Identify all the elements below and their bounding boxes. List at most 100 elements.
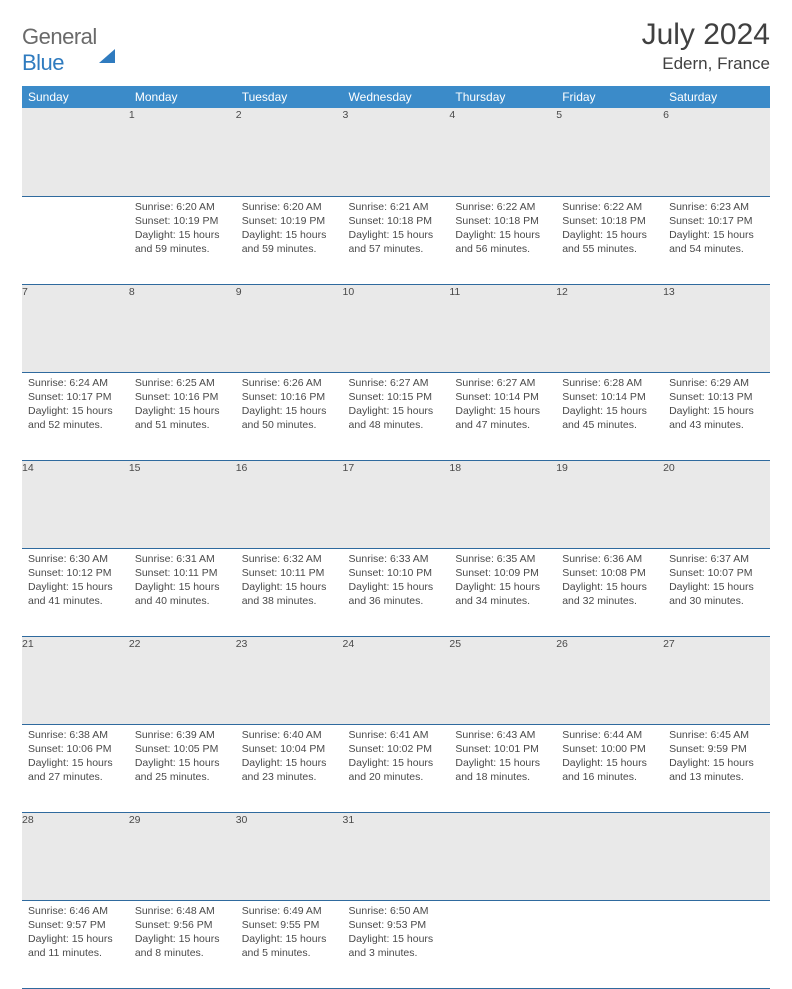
day-cell-body: Sunrise: 6:22 AMSunset: 10:18 PMDaylight…: [556, 197, 663, 263]
week-row: Sunrise: 6:30 AMSunset: 10:12 PMDaylight…: [22, 548, 770, 636]
day-cell-body: Sunrise: 6:20 AMSunset: 10:19 PMDaylight…: [129, 197, 236, 263]
daylight-line: Daylight: 15 hours and 25 minutes.: [135, 756, 230, 784]
day-number-cell: 8: [129, 284, 236, 372]
day-cell-body: Sunrise: 6:23 AMSunset: 10:17 PMDaylight…: [663, 197, 770, 263]
daylight-line: Daylight: 15 hours and 54 minutes.: [669, 228, 764, 256]
sunrise-line: Sunrise: 6:46 AM: [28, 904, 123, 918]
sunset-line: Sunset: 10:07 PM: [669, 566, 764, 580]
sunset-line: Sunset: 10:13 PM: [669, 390, 764, 404]
day-cell: Sunrise: 6:43 AMSunset: 10:01 PMDaylight…: [449, 724, 556, 812]
logo-word-1: General: [22, 24, 97, 49]
sunrise-line: Sunrise: 6:22 AM: [562, 200, 657, 214]
calendar-table: SundayMondayTuesdayWednesdayThursdayFrid…: [22, 86, 770, 989]
daylight-line: Daylight: 15 hours and 3 minutes.: [349, 932, 444, 960]
daylight-line: Daylight: 15 hours and 16 minutes.: [562, 756, 657, 784]
sunset-line: Sunset: 10:08 PM: [562, 566, 657, 580]
day-cell: Sunrise: 6:40 AMSunset: 10:04 PMDaylight…: [236, 724, 343, 812]
sunset-line: Sunset: 10:18 PM: [349, 214, 444, 228]
day-number-cell: 7: [22, 284, 129, 372]
day-cell: [663, 900, 770, 988]
day-cell-body: Sunrise: 6:32 AMSunset: 10:11 PMDaylight…: [236, 549, 343, 615]
sunset-line: Sunset: 10:18 PM: [455, 214, 550, 228]
day-number-cell: 14: [22, 460, 129, 548]
day-number-cell: 9: [236, 284, 343, 372]
sunset-line: Sunset: 10:04 PM: [242, 742, 337, 756]
day-cell: Sunrise: 6:36 AMSunset: 10:08 PMDaylight…: [556, 548, 663, 636]
daylight-line: Daylight: 15 hours and 59 minutes.: [135, 228, 230, 256]
day-cell-body: Sunrise: 6:43 AMSunset: 10:01 PMDaylight…: [449, 725, 556, 791]
day-cell-body: Sunrise: 6:21 AMSunset: 10:18 PMDaylight…: [343, 197, 450, 263]
day-number-cell: 19: [556, 460, 663, 548]
daylight-line: Daylight: 15 hours and 8 minutes.: [135, 932, 230, 960]
sunset-line: Sunset: 10:06 PM: [28, 742, 123, 756]
calendar-body: 123456Sunrise: 6:20 AMSunset: 10:19 PMDa…: [22, 108, 770, 988]
weekday-header-row: SundayMondayTuesdayWednesdayThursdayFrid…: [22, 86, 770, 108]
day-cell: Sunrise: 6:30 AMSunset: 10:12 PMDaylight…: [22, 548, 129, 636]
sunrise-line: Sunrise: 6:36 AM: [562, 552, 657, 566]
location-label: Edern, France: [642, 54, 770, 74]
day-cell: Sunrise: 6:28 AMSunset: 10:14 PMDaylight…: [556, 372, 663, 460]
day-cell-body: Sunrise: 6:40 AMSunset: 10:04 PMDaylight…: [236, 725, 343, 791]
day-cell-body: Sunrise: 6:49 AMSunset: 9:55 PMDaylight:…: [236, 901, 343, 967]
day-cell: Sunrise: 6:48 AMSunset: 9:56 PMDaylight:…: [129, 900, 236, 988]
day-number-cell: 26: [556, 636, 663, 724]
day-number-cell: 22: [129, 636, 236, 724]
day-number-cell: [22, 108, 129, 196]
sunset-line: Sunset: 10:12 PM: [28, 566, 123, 580]
sunset-line: Sunset: 9:59 PM: [669, 742, 764, 756]
day-cell-body: Sunrise: 6:39 AMSunset: 10:05 PMDaylight…: [129, 725, 236, 791]
day-number-cell: 6: [663, 108, 770, 196]
month-title: July 2024: [642, 18, 770, 52]
daylight-line: Daylight: 15 hours and 59 minutes.: [242, 228, 337, 256]
weekday-header: Friday: [556, 86, 663, 108]
day-cell: Sunrise: 6:22 AMSunset: 10:18 PMDaylight…: [556, 196, 663, 284]
day-cell-body: Sunrise: 6:20 AMSunset: 10:19 PMDaylight…: [236, 197, 343, 263]
day-cell: Sunrise: 6:27 AMSunset: 10:15 PMDaylight…: [343, 372, 450, 460]
day-number-cell: 25: [449, 636, 556, 724]
day-number-cell: 5: [556, 108, 663, 196]
sunrise-line: Sunrise: 6:29 AM: [669, 376, 764, 390]
sunset-line: Sunset: 10:00 PM: [562, 742, 657, 756]
daylight-line: Daylight: 15 hours and 13 minutes.: [669, 756, 764, 784]
day-number-row: 78910111213: [22, 284, 770, 372]
sunset-line: Sunset: 10:10 PM: [349, 566, 444, 580]
day-number-cell: [449, 812, 556, 900]
sunset-line: Sunset: 10:02 PM: [349, 742, 444, 756]
logo-text: General Blue: [22, 24, 115, 76]
day-number-cell: 31: [343, 812, 450, 900]
sunset-line: Sunset: 10:18 PM: [562, 214, 657, 228]
title-block: July 2024 Edern, France: [642, 18, 770, 74]
day-number-cell: [663, 812, 770, 900]
sunrise-line: Sunrise: 6:27 AM: [349, 376, 444, 390]
sunrise-line: Sunrise: 6:50 AM: [349, 904, 444, 918]
sunrise-line: Sunrise: 6:20 AM: [135, 200, 230, 214]
sunrise-line: Sunrise: 6:22 AM: [455, 200, 550, 214]
sunset-line: Sunset: 10:17 PM: [28, 390, 123, 404]
sunrise-line: Sunrise: 6:41 AM: [349, 728, 444, 742]
daylight-line: Daylight: 15 hours and 48 minutes.: [349, 404, 444, 432]
day-cell-body: Sunrise: 6:33 AMSunset: 10:10 PMDaylight…: [343, 549, 450, 615]
daylight-line: Daylight: 15 hours and 5 minutes.: [242, 932, 337, 960]
sunrise-line: Sunrise: 6:38 AM: [28, 728, 123, 742]
sunset-line: Sunset: 10:16 PM: [242, 390, 337, 404]
week-row: Sunrise: 6:24 AMSunset: 10:17 PMDaylight…: [22, 372, 770, 460]
sunrise-line: Sunrise: 6:48 AM: [135, 904, 230, 918]
sunrise-line: Sunrise: 6:28 AM: [562, 376, 657, 390]
day-cell: Sunrise: 6:50 AMSunset: 9:53 PMDaylight:…: [343, 900, 450, 988]
day-number-cell: 15: [129, 460, 236, 548]
day-cell: Sunrise: 6:21 AMSunset: 10:18 PMDaylight…: [343, 196, 450, 284]
logo: General Blue: [22, 24, 115, 76]
week-row: Sunrise: 6:20 AMSunset: 10:19 PMDaylight…: [22, 196, 770, 284]
daylight-line: Daylight: 15 hours and 20 minutes.: [349, 756, 444, 784]
sunrise-line: Sunrise: 6:32 AM: [242, 552, 337, 566]
daylight-line: Daylight: 15 hours and 45 minutes.: [562, 404, 657, 432]
day-number-cell: 21: [22, 636, 129, 724]
sunset-line: Sunset: 9:56 PM: [135, 918, 230, 932]
day-number-cell: 27: [663, 636, 770, 724]
day-cell-body: Sunrise: 6:41 AMSunset: 10:02 PMDaylight…: [343, 725, 450, 791]
day-cell: Sunrise: 6:49 AMSunset: 9:55 PMDaylight:…: [236, 900, 343, 988]
day-cell: Sunrise: 6:41 AMSunset: 10:02 PMDaylight…: [343, 724, 450, 812]
sunrise-line: Sunrise: 6:26 AM: [242, 376, 337, 390]
weekday-header: Wednesday: [343, 86, 450, 108]
week-row: Sunrise: 6:46 AMSunset: 9:57 PMDaylight:…: [22, 900, 770, 988]
